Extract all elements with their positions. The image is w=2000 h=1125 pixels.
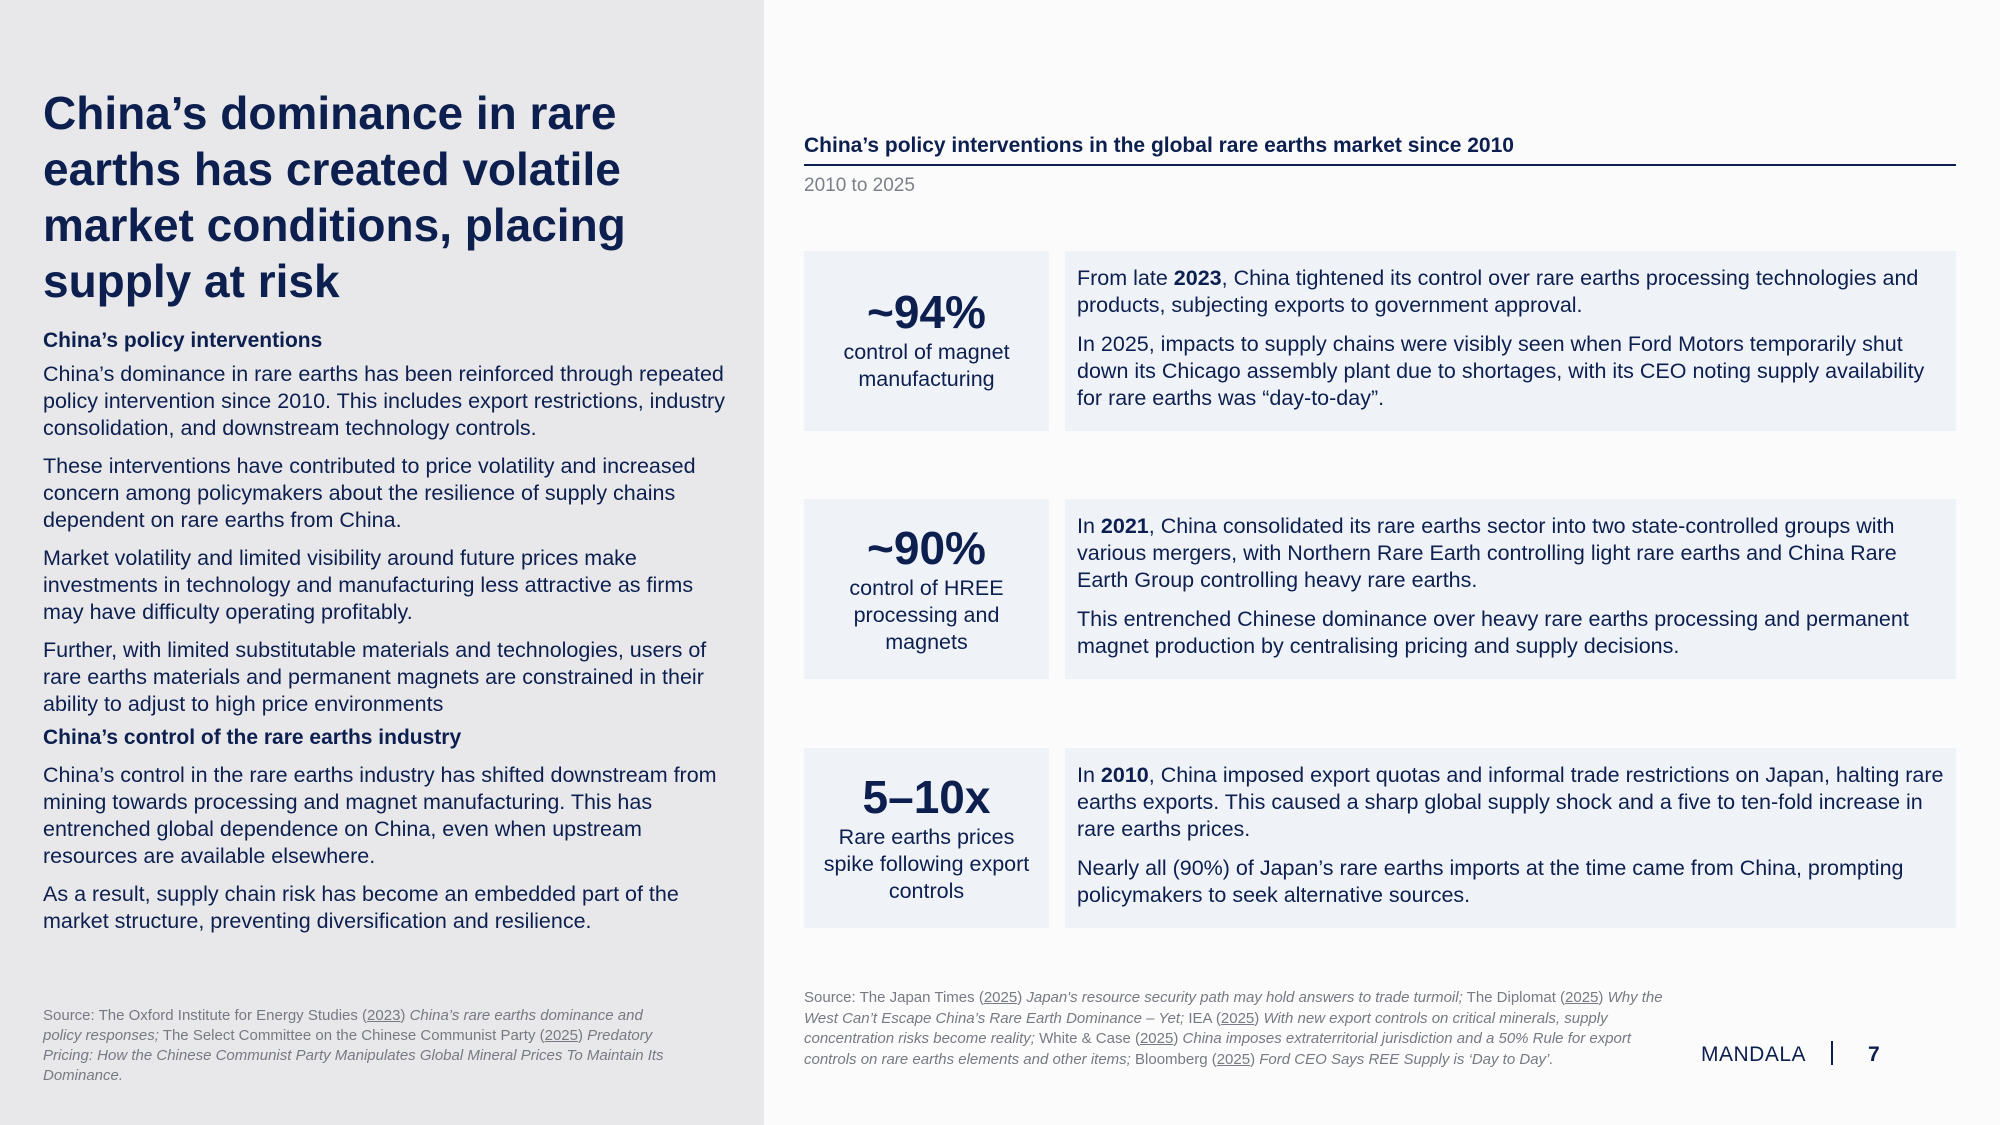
section-title: China’s policy interventions in the glob…	[804, 134, 1956, 166]
left-source-note: Source: The Oxford Institute for Energy …	[43, 1006, 683, 1086]
stat-value: 5–10x	[862, 771, 991, 823]
left-body: China’s policy interventions China’s dom…	[43, 327, 733, 946]
source-link[interactable]: 2025	[544, 1027, 578, 1044]
source-text: )	[400, 1007, 410, 1024]
page-number: 7	[1868, 1043, 1880, 1066]
page-title: China’s dominance in rare earths has cre…	[43, 87, 626, 307]
paragraph: China’s dominance in rare earths has bee…	[43, 362, 725, 440]
section-policy-interventions: China’s policy interventions China’s dom…	[43, 327, 733, 718]
footer-divider	[1831, 1041, 1833, 1065]
detail-paragraph: Nearly all (90%) of Japan’s rare earths …	[1077, 856, 1904, 907]
left-panel: China’s dominance in rare earths has cre…	[0, 0, 764, 1125]
section-subtitle: 2010 to 2025	[804, 175, 915, 196]
detail-paragraph: In 2025, impacts to supply chains were v…	[1077, 332, 1925, 410]
paragraph: As a result, supply chain risk has becom…	[43, 882, 679, 933]
source-text: The Select Committee on the Chinese Comm…	[158, 1027, 545, 1044]
paragraph: China’s control in the rare earths indus…	[43, 763, 717, 868]
detail-paragraph: From late 2023, China tightened its cont…	[1077, 266, 1919, 317]
source-link[interactable]: 2025	[1220, 1009, 1255, 1027]
paragraph: Further, with limited substitutable mate…	[43, 638, 707, 716]
source-link[interactable]: 2023	[367, 1007, 401, 1024]
detail-paragraph: In 2021, China consolidated its rare ear…	[1077, 514, 1897, 592]
source-title: Predatory Pricing: How the Chinese Commu…	[43, 1027, 664, 1084]
stat-card-94: ~94% control of magnet manufacturing	[804, 251, 1049, 431]
stat-label: Rare earths prices spike following expor…	[823, 825, 1030, 903]
stat-label: control of magnet manufacturing	[843, 340, 1010, 391]
source-title: China’s rare earths dominance and policy…	[43, 1007, 643, 1044]
source-link[interactable]: 2025	[1139, 1030, 1174, 1047]
stat-card-90: ~90% control of HREE processing and magn…	[804, 499, 1049, 679]
brand-logo-text: MANDALA	[1701, 1043, 1807, 1066]
source-text: Source: The Oxford Institute for Energy …	[43, 1007, 368, 1024]
source-link[interactable]: 2025	[1216, 1050, 1251, 1068]
detail-card-2010: In 2010, China imposed export quotas and…	[1065, 748, 1956, 928]
stat-label: control of HREE processing and magnets	[849, 576, 1004, 654]
detail-paragraph: This entrenched Chinese dominance over h…	[1077, 607, 1909, 658]
paragraph: These interventions have contributed to …	[43, 454, 696, 532]
detail-paragraph: In 2010, China imposed export quotas and…	[1077, 763, 1944, 841]
source-text: )	[578, 1027, 588, 1044]
paragraph: Market volatility and limited visibility…	[43, 546, 694, 624]
section-heading: China’s control of the rare earths indus…	[43, 726, 462, 749]
detail-card-2023: From late 2023, China tightened its cont…	[1065, 251, 1956, 431]
right-source-note: Source: The Japan Times (2025) Japan's r…	[804, 989, 1663, 1068]
source-link[interactable]: 2025	[983, 989, 1018, 1006]
stat-card-5-10x: 5–10x Rare earths prices spike following…	[804, 748, 1049, 928]
section-industry-control: China’s control of the rare earths indus…	[43, 724, 733, 935]
stat-value: ~90%	[867, 522, 986, 574]
detail-card-2021: In 2021, China consolidated its rare ear…	[1065, 499, 1956, 679]
source-link[interactable]: 2025	[1565, 989, 1599, 1006]
section-heading: China’s policy interventions	[43, 329, 323, 352]
stat-value: ~94%	[867, 286, 986, 338]
